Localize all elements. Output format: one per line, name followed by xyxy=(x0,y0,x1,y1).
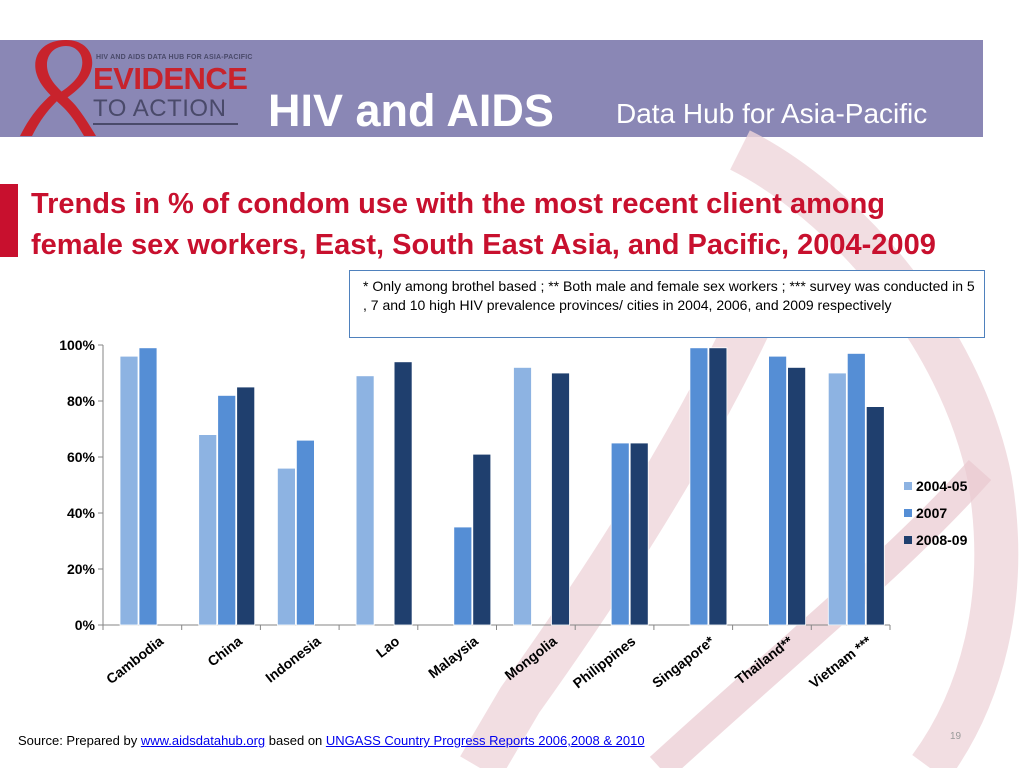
logo-underline xyxy=(93,123,238,125)
bar-2008-09 xyxy=(236,386,256,626)
source-footer: Source: Prepared by www.aidsdatahub.org … xyxy=(18,733,645,748)
bar-2004-05 xyxy=(827,372,847,626)
header-title: HIV and AIDS xyxy=(268,85,554,136)
source-prefix: Source: Prepared by xyxy=(18,733,141,748)
legend-swatch xyxy=(904,509,912,517)
bar-2008-09 xyxy=(551,372,570,626)
legend-swatch xyxy=(904,482,912,490)
aidsdatahub-link[interactable]: www.aidsdatahub.org xyxy=(140,733,266,748)
bar-2008-09 xyxy=(787,367,806,626)
source-middle: based on xyxy=(265,733,326,748)
bar-2004-05 xyxy=(513,367,532,626)
bar-2007 xyxy=(689,347,709,626)
logo-to-action: TO ACTION xyxy=(93,95,227,122)
bar-2008-09 xyxy=(629,442,649,626)
evidence-to-action-logo: HIV AND AIDS DATA HUB FOR ASIA-PACIFIC E… xyxy=(0,40,253,137)
footnote-box: * Only among brothel based ; ** Both mal… xyxy=(349,270,985,338)
x-tick-label: Cambodia xyxy=(103,633,166,687)
x-tick-label: Philippines xyxy=(570,633,639,692)
ungass-reports-link[interactable]: UNGASS Country Progress Reports 2006,200… xyxy=(325,733,645,748)
x-tick-label: China xyxy=(204,633,245,670)
logo-evidence: EVIDENCE xyxy=(93,61,248,96)
x-tick-label: Vietnam *** xyxy=(806,632,875,691)
bar-2007 xyxy=(217,395,237,626)
bar-2007 xyxy=(453,526,473,626)
x-tick-label: Indonesia xyxy=(262,633,324,686)
bar-2008-09 xyxy=(865,406,885,626)
legend-swatch xyxy=(904,536,912,544)
bar-2007 xyxy=(846,352,866,626)
bar-2007 xyxy=(295,439,315,626)
y-tick-label: 20% xyxy=(67,561,96,577)
slide-title: Trends in % of condom use with the most … xyxy=(31,188,936,261)
bar-2004-05 xyxy=(119,355,139,626)
x-tick-label: Mongolia xyxy=(501,633,559,684)
bar-2007 xyxy=(610,442,630,626)
bar-2008-09 xyxy=(472,453,492,626)
bar-2004-05 xyxy=(198,434,218,626)
bar-2007 xyxy=(138,347,158,626)
y-tick-label: 0% xyxy=(75,617,96,633)
red-ribbon-icon xyxy=(20,40,96,136)
page-number: 19 xyxy=(950,731,962,742)
bar-2007 xyxy=(768,355,787,626)
bar-2008-09 xyxy=(393,361,413,626)
header-subtitle: Data Hub for Asia-Pacific xyxy=(616,98,928,129)
bar-2004-05 xyxy=(276,467,296,626)
bar-2008-09 xyxy=(708,347,728,626)
header-banner: HIV AND AIDS DATA HUB FOR ASIA-PACIFIC E… xyxy=(0,40,983,137)
x-tick-label: Lao xyxy=(373,633,402,661)
bar-2004-05 xyxy=(355,375,375,626)
x-tick-label: Singapore* xyxy=(649,632,718,690)
y-tick-label: 80% xyxy=(67,393,96,409)
y-tick-label: 100% xyxy=(59,337,95,353)
legend-label: 2008-09 xyxy=(916,532,968,548)
y-tick-label: 60% xyxy=(67,449,96,465)
x-tick-label: Malaysia xyxy=(425,633,481,682)
legend-label: 2004-05 xyxy=(916,478,968,494)
y-tick-label: 40% xyxy=(67,505,96,521)
condom-use-bar-chart: 0% 20% 40% 60% 80% 100% Cambodia China Indonesia… xyxy=(59,337,968,692)
legend-label: 2007 xyxy=(916,505,947,521)
x-tick-label: Thailand** xyxy=(732,632,796,687)
title-accent-bar xyxy=(0,184,18,257)
logo-tagline: HIV AND AIDS DATA HUB FOR ASIA-PACIFIC xyxy=(96,54,253,61)
